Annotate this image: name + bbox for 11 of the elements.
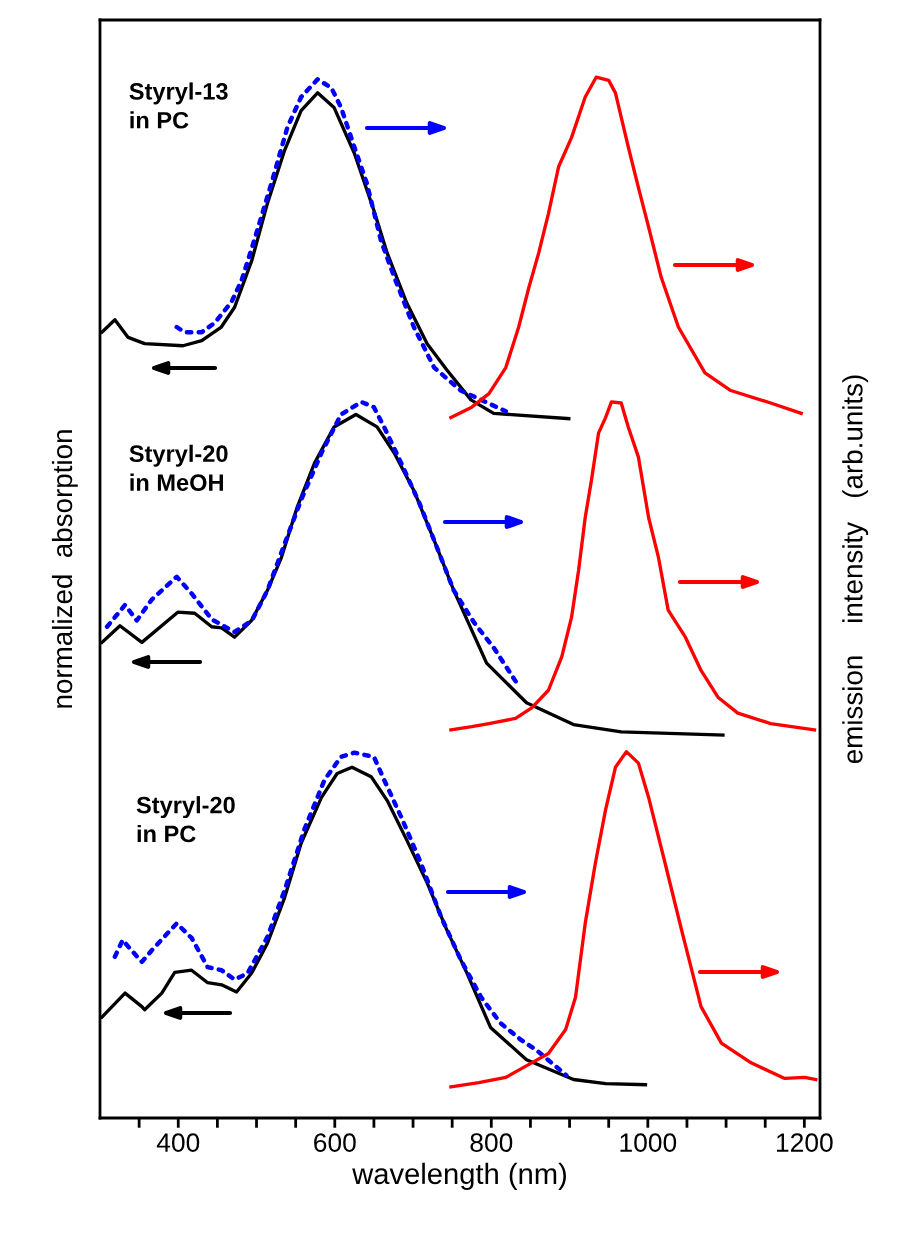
y-axis-title: normalized absorption bbox=[51, 430, 78, 708]
x-tick-label: 1000 bbox=[620, 1133, 677, 1152]
x-tick-label: 1200 bbox=[777, 1133, 833, 1152]
x-tick-label: 800 bbox=[470, 1133, 513, 1152]
x-tick-label: 600 bbox=[314, 1133, 356, 1152]
annotation: Styryl-20 in PC bbox=[136, 796, 235, 843]
y2-axis-title: emission intensity (arb.units) bbox=[842, 375, 869, 764]
annotation: Styryl-13 in PC bbox=[129, 82, 228, 129]
x-tick-label: 400 bbox=[156, 1133, 200, 1152]
annotation: Styryl-20 in MeOH bbox=[129, 444, 228, 491]
x-axis-title: wavelength (nm) bbox=[352, 1162, 566, 1190]
